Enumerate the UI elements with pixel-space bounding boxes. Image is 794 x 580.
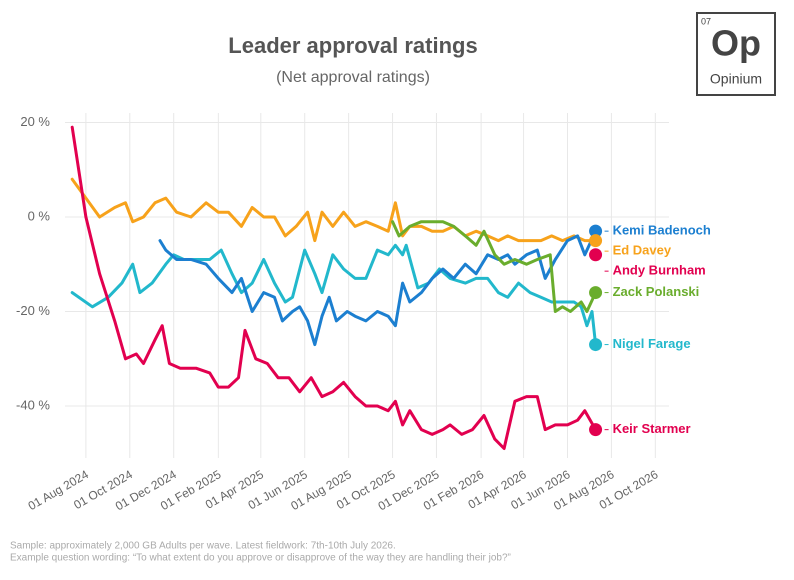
logo: 07 Op Opinium [696,12,776,96]
series-line [391,220,598,313]
logo-mark: Op [711,23,761,64]
logo-frame [696,12,776,96]
footnote: Example question wording: “To what exten… [10,553,511,564]
series-line [70,243,598,347]
legend-label: Kemi Badenoch [613,223,711,238]
end-marker [589,224,603,238]
y-tick-label: -20 % [16,303,50,318]
legend-label: Zack Polanski [613,284,700,299]
footnote: Sample: approximately 2,000 GB Adults pe… [10,541,396,552]
series-line [70,125,598,450]
grid [65,113,669,458]
y-tick-label: -40 % [16,397,50,412]
end-marker [589,423,603,437]
chart-title: Leader approval ratings [228,33,477,58]
end-marker [589,248,603,262]
series-line [70,177,598,243]
end-marker [589,338,603,352]
logo-number: 07 [701,16,711,26]
y-tick-label: 0 % [28,208,51,223]
y-tick-label: 20 % [20,114,50,129]
legend-label: Nigel Farage [613,336,691,351]
chart-subtitle: (Net approval ratings) [276,69,430,86]
legend-label: Ed Davey [613,243,672,258]
end-marker [589,234,603,248]
legend-label: Andy Burnham [613,263,706,278]
end-marker [589,286,603,300]
series-line [158,229,598,347]
legend-label: Keir Starmer [613,421,691,436]
logo-name: Opinium [710,71,762,87]
